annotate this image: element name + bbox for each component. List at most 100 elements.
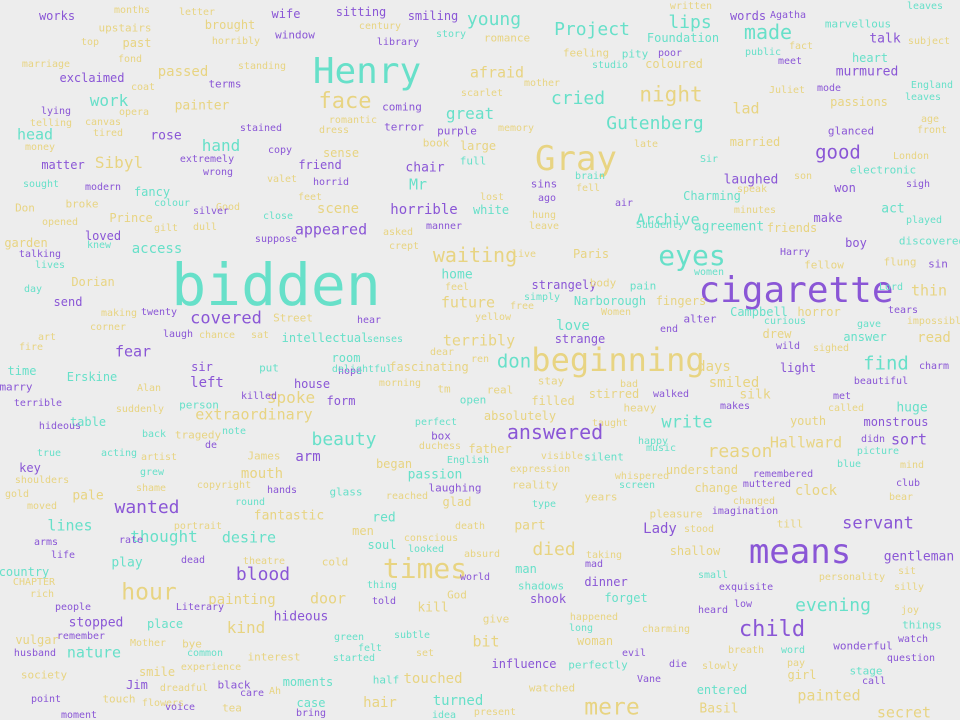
cloud-word: idea bbox=[431, 710, 457, 720]
cloud-word: marriage bbox=[21, 59, 71, 70]
cloud-word: Ah bbox=[268, 686, 282, 697]
cloud-word: purple bbox=[437, 124, 477, 138]
cloud-word: murmured bbox=[835, 64, 899, 80]
cloud-word: form bbox=[326, 394, 356, 408]
cloud-word: acting bbox=[100, 448, 138, 459]
cloud-word: green bbox=[333, 632, 365, 643]
cloud-word: tm bbox=[437, 382, 451, 396]
cloud-word: absurd bbox=[463, 549, 501, 560]
cloud-word: put bbox=[259, 361, 279, 375]
cloud-word: taught bbox=[591, 418, 629, 429]
cloud-word: smiling bbox=[407, 9, 459, 23]
cloud-word: hideous bbox=[38, 421, 82, 432]
cloud-word: low bbox=[733, 599, 753, 610]
cloud-word: rich bbox=[29, 589, 55, 600]
cloud-word: house bbox=[293, 377, 331, 391]
cloud-word: broke bbox=[65, 197, 99, 211]
cloud-word: curious bbox=[763, 316, 807, 327]
cloud-word: hands bbox=[266, 485, 298, 496]
cloud-word: Dorian bbox=[71, 275, 115, 289]
cloud-word: table bbox=[69, 415, 107, 429]
cloud-word: don bbox=[496, 350, 532, 373]
cloud-word: hear bbox=[356, 315, 382, 326]
cloud-word: screen bbox=[618, 480, 656, 491]
cloud-word: waiting bbox=[432, 243, 518, 267]
cloud-word: garden bbox=[4, 236, 48, 250]
cloud-word: met bbox=[832, 391, 852, 402]
cloud-word: hand bbox=[201, 136, 241, 155]
cloud-word: make bbox=[813, 211, 843, 225]
cloud-word: act bbox=[881, 201, 905, 217]
cloud-word: months bbox=[113, 5, 151, 16]
cloud-word: write bbox=[661, 412, 713, 433]
cloud-word: bidden bbox=[171, 251, 381, 319]
cloud-word: lost bbox=[479, 192, 505, 203]
cloud-word: killed bbox=[240, 391, 278, 402]
cloud-word: discovered bbox=[898, 234, 960, 248]
cloud-word: horror bbox=[797, 305, 841, 319]
cloud-word: good bbox=[815, 141, 861, 164]
cloud-word: bye bbox=[182, 637, 202, 651]
cloud-word: tragedy bbox=[174, 428, 222, 442]
cloud-word: understand bbox=[665, 463, 739, 477]
cloud-word: CHAPTER bbox=[12, 577, 56, 588]
cloud-word: flowers bbox=[141, 698, 185, 709]
cloud-word: life bbox=[50, 550, 76, 561]
cloud-word: mind bbox=[899, 460, 925, 471]
cloud-word: heart bbox=[851, 51, 889, 65]
cloud-word: box bbox=[431, 429, 451, 443]
cloud-word: century bbox=[358, 21, 402, 32]
cloud-word: cigarette bbox=[698, 270, 894, 311]
cloud-word: matter bbox=[41, 158, 85, 172]
cloud-word: stopped bbox=[68, 615, 124, 631]
cloud-word: fell bbox=[575, 183, 601, 194]
cloud-word: happened bbox=[569, 612, 619, 623]
cloud-word: bit bbox=[472, 632, 500, 651]
cloud-word: pity bbox=[621, 47, 649, 61]
cloud-word: meet bbox=[777, 56, 803, 67]
cloud-word: window bbox=[275, 28, 315, 42]
cloud-word: experience bbox=[180, 662, 242, 673]
cloud-word: half bbox=[372, 673, 400, 687]
cloud-word: crept bbox=[388, 241, 420, 252]
cloud-word: black bbox=[217, 678, 251, 692]
cloud-word: hung bbox=[531, 210, 557, 221]
cloud-word: great bbox=[445, 104, 495, 123]
cloud-word: grew bbox=[139, 467, 165, 478]
cloud-word: gentleman bbox=[883, 549, 955, 565]
cloud-word: voice bbox=[164, 702, 196, 713]
cloud-word: fire bbox=[18, 342, 44, 353]
cloud-word: imagination bbox=[711, 506, 779, 517]
cloud-word: England bbox=[910, 80, 954, 91]
cloud-word: small bbox=[697, 570, 729, 581]
cloud-word: key bbox=[19, 461, 41, 475]
cloud-word: glass bbox=[329, 485, 363, 499]
cloud-word: makes bbox=[719, 401, 751, 412]
cloud-word: feel bbox=[444, 282, 470, 293]
cloud-word: hair bbox=[363, 695, 397, 711]
cloud-word: smile bbox=[138, 665, 176, 679]
cloud-word: colour bbox=[153, 198, 191, 209]
cloud-word: till bbox=[776, 517, 804, 531]
cloud-word: moment bbox=[60, 710, 98, 720]
cloud-word: joy bbox=[900, 605, 920, 616]
cloud-word: work bbox=[89, 91, 129, 110]
cloud-word: tea bbox=[222, 701, 242, 715]
cloud-word: air bbox=[614, 198, 634, 209]
cloud-word: married bbox=[729, 135, 781, 149]
cloud-word: modern bbox=[84, 182, 122, 193]
cloud-word: mere bbox=[584, 694, 640, 720]
cloud-word: words bbox=[729, 9, 767, 23]
cloud-word: drew bbox=[762, 327, 792, 341]
cloud-word: coat bbox=[130, 82, 156, 93]
cloud-word: Sibyl bbox=[94, 153, 144, 172]
cloud-word: scene bbox=[316, 201, 360, 217]
cloud-word: studio bbox=[591, 60, 629, 71]
cloud-word: stained bbox=[239, 123, 283, 134]
cloud-word: knew bbox=[86, 240, 112, 251]
cloud-word: delightful bbox=[331, 364, 393, 375]
cloud-word: personality bbox=[818, 572, 886, 583]
cloud-word: painting bbox=[208, 592, 276, 608]
cloud-word: dinner bbox=[584, 575, 628, 589]
cloud-word: terror bbox=[384, 120, 424, 134]
